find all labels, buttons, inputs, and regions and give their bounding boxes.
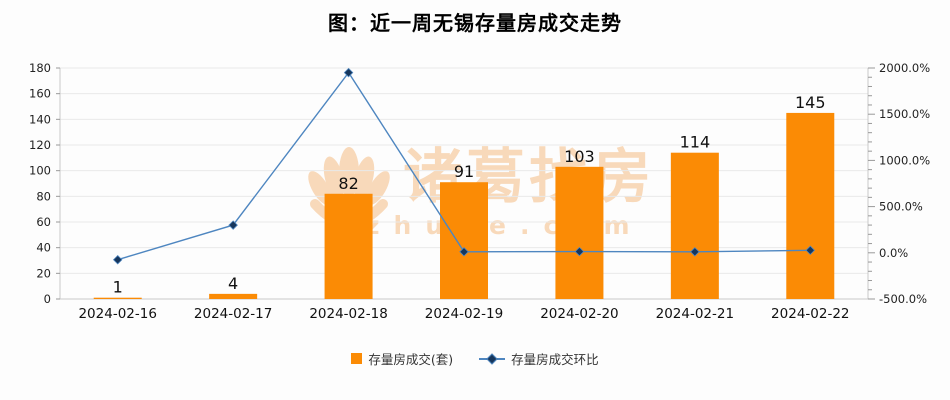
line-point xyxy=(343,67,354,78)
bar-value-label: 91 xyxy=(454,162,474,181)
bar xyxy=(324,193,373,299)
line-point xyxy=(690,247,700,257)
bar-value-label: 145 xyxy=(795,93,826,112)
y-right-tick-label: 2000.0% xyxy=(879,61,930,75)
line-point xyxy=(459,247,469,257)
bar xyxy=(786,112,835,300)
legend-item-line-series: 存量房成交环比 xyxy=(479,349,599,368)
y-left-tick-label: 160 xyxy=(29,87,51,101)
y-right-tick-label: 0.0% xyxy=(879,246,908,260)
bar-value-label: 103 xyxy=(564,147,595,166)
line-series-marker-icon xyxy=(479,352,506,365)
bar-series-swatch-icon xyxy=(351,353,363,364)
y-left-tick-label: 60 xyxy=(36,215,51,229)
bar xyxy=(440,182,488,299)
bar-value-label: 1 xyxy=(113,278,123,297)
line-point xyxy=(574,246,585,257)
y-right-tick-label: 1000.0% xyxy=(879,153,930,167)
x-tick-label: 2024-02-17 xyxy=(194,306,272,322)
x-tick-label: 2024-02-22 xyxy=(771,306,849,322)
bar xyxy=(93,297,142,299)
bar-series-legend-label: 存量房成交(套) xyxy=(368,352,454,367)
chart-legend: 存量房成交(套) 存量房成交环比 xyxy=(0,349,950,368)
y-left-tick-label: 80 xyxy=(36,189,51,203)
line-series-legend-label: 存量房成交环比 xyxy=(511,352,599,367)
x-tick-label: 2024-02-21 xyxy=(656,306,734,322)
line-point xyxy=(805,245,816,256)
x-tick-label: 2024-02-19 xyxy=(425,306,503,322)
x-tick-label: 2024-02-16 xyxy=(78,306,156,322)
y-right-tick-label: 500.0% xyxy=(879,200,923,214)
y-axis-left: 0 20 40 60 80 100 120 140 160 180 xyxy=(29,61,60,306)
y-axis-right: -500.0% 0.0% 500.0% 1000.0% 1500.0% 2000.0% xyxy=(868,61,930,306)
line-point xyxy=(228,220,238,230)
y-left-tick-label: 40 xyxy=(36,241,51,255)
legend-item-bar-series: 存量房成交(套) xyxy=(351,349,453,368)
y-right-tick-label: -500.0% xyxy=(879,292,927,306)
y-left-tick-label: 120 xyxy=(29,138,51,152)
chart-title: 图：近一周无锡存量房成交走势 xyxy=(328,11,622,35)
bar xyxy=(670,152,719,299)
line-series xyxy=(112,67,816,265)
y-left-tick-label: 0 xyxy=(44,292,51,306)
bar xyxy=(555,166,604,299)
y-left-tick-label: 100 xyxy=(29,164,51,178)
bar-series: 1 4 82 91 103 114 145 xyxy=(93,93,835,300)
y-left-tick-label: 140 xyxy=(29,112,51,126)
y-left-tick-label: 180 xyxy=(29,61,51,75)
bar-value-label: 4 xyxy=(228,274,238,293)
bar-value-label: 114 xyxy=(680,133,711,152)
line-point xyxy=(112,254,123,265)
bar-value-label: 82 xyxy=(338,174,358,193)
x-axis: 2024-02-16 2024-02-17 2024-02-18 2024-02-19… xyxy=(78,306,849,322)
bar xyxy=(209,293,258,299)
y-left-tick-label: 20 xyxy=(36,266,51,280)
y-right-tick-label: 1500.0% xyxy=(879,107,930,121)
x-tick-label: 2024-02-20 xyxy=(540,306,618,322)
x-tick-label: 2024-02-18 xyxy=(309,306,387,322)
